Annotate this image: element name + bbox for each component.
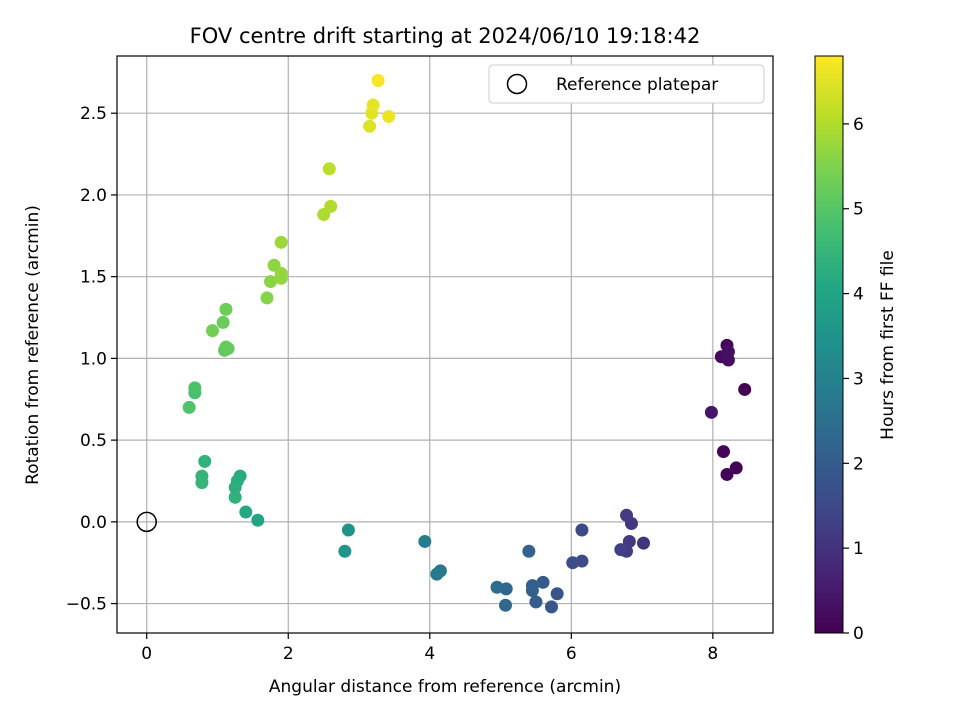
y-tick-label: −0.5 — [66, 595, 107, 615]
data-point — [206, 324, 220, 338]
data-point — [550, 587, 564, 601]
data-point — [738, 382, 752, 396]
data-point — [622, 534, 636, 548]
data-point — [545, 600, 559, 614]
x-tick-label: 6 — [566, 644, 577, 664]
data-point — [228, 481, 242, 495]
y-tick-label: 0.0 — [80, 513, 107, 533]
colorbar-tick-label: 0 — [853, 624, 864, 644]
chart-title: FOV centre drift starting at 2024/06/10 … — [190, 24, 701, 48]
y-tick-label: 1.5 — [80, 268, 107, 288]
x-tick-label: 0 — [141, 644, 152, 664]
colorbar-tick-label: 6 — [853, 115, 864, 135]
data-point — [575, 523, 589, 537]
colorbar-tick-label: 5 — [853, 200, 864, 220]
data-point — [219, 302, 233, 316]
data-point — [636, 536, 650, 550]
grid — [117, 56, 773, 633]
data-point — [274, 235, 288, 249]
colorbar-label: Hours from first FF file — [878, 250, 898, 440]
data-point — [195, 476, 209, 490]
x-tick-label: 2 — [283, 644, 294, 664]
data-point — [341, 523, 355, 537]
data-point — [371, 74, 385, 88]
data-point — [430, 567, 444, 581]
y-axis-ticks: −0.5 0.0 0.5 1.0 1.5 2.0 2.5 — [66, 104, 117, 615]
legend-marker-icon — [506, 73, 528, 95]
data-point — [322, 162, 336, 176]
colorbar-tick-label: 1 — [853, 539, 864, 559]
data-point — [721, 345, 735, 359]
data-point — [366, 98, 380, 112]
y-tick-label: 0.5 — [80, 431, 107, 451]
legend-box — [488, 64, 765, 104]
colorbar: 0 1 2 3 4 5 6 Hours from first FF file — [814, 55, 898, 644]
colorbar-tick-label: 2 — [853, 454, 864, 474]
data-point — [716, 445, 730, 459]
data-point — [216, 315, 230, 329]
colorbar-ticks: 0 1 2 3 4 5 6 — [843, 115, 864, 644]
data-point — [182, 400, 196, 414]
data-point — [704, 405, 718, 419]
data-point — [418, 534, 432, 548]
data-points — [136, 74, 752, 614]
data-point — [536, 575, 550, 589]
plot-frame — [116, 55, 774, 634]
data-point — [525, 584, 539, 598]
legend: Reference platepar — [488, 64, 765, 104]
data-point — [219, 340, 233, 354]
data-point — [620, 508, 634, 522]
colorbar-tick-label: 3 — [853, 369, 864, 389]
data-point — [239, 505, 253, 519]
data-point — [338, 544, 352, 558]
colorbar-tick-label: 4 — [853, 285, 864, 305]
legend-label: Reference platepar — [556, 75, 718, 95]
data-point — [382, 109, 396, 123]
data-point — [729, 461, 743, 475]
data-point — [274, 266, 288, 280]
data-point — [324, 199, 338, 213]
data-point — [198, 454, 212, 468]
colorbar-gradient — [814, 55, 844, 634]
y-tick-label: 2.0 — [80, 186, 107, 206]
x-axis-ticks: 0 2 4 6 8 — [141, 633, 718, 664]
data-point — [499, 598, 513, 612]
data-point — [363, 119, 377, 133]
y-tick-label: 2.5 — [80, 104, 107, 124]
data-point — [522, 544, 536, 558]
x-tick-label: 8 — [707, 644, 718, 664]
y-tick-label: 1.0 — [80, 349, 107, 369]
data-point — [228, 490, 242, 504]
data-point — [490, 580, 504, 594]
data-point — [260, 291, 274, 305]
reference-point — [136, 511, 157, 533]
data-point — [188, 381, 202, 395]
data-point — [251, 513, 265, 527]
data-point — [529, 595, 543, 609]
y-axis-label: Rotation from reference (arcmin) — [23, 205, 43, 485]
data-point — [566, 556, 580, 570]
x-tick-label: 4 — [424, 644, 435, 664]
data-point — [264, 275, 278, 289]
data-point — [720, 467, 734, 481]
x-axis-label: Angular distance from reference (arcmin) — [269, 677, 621, 697]
data-point — [614, 543, 628, 557]
